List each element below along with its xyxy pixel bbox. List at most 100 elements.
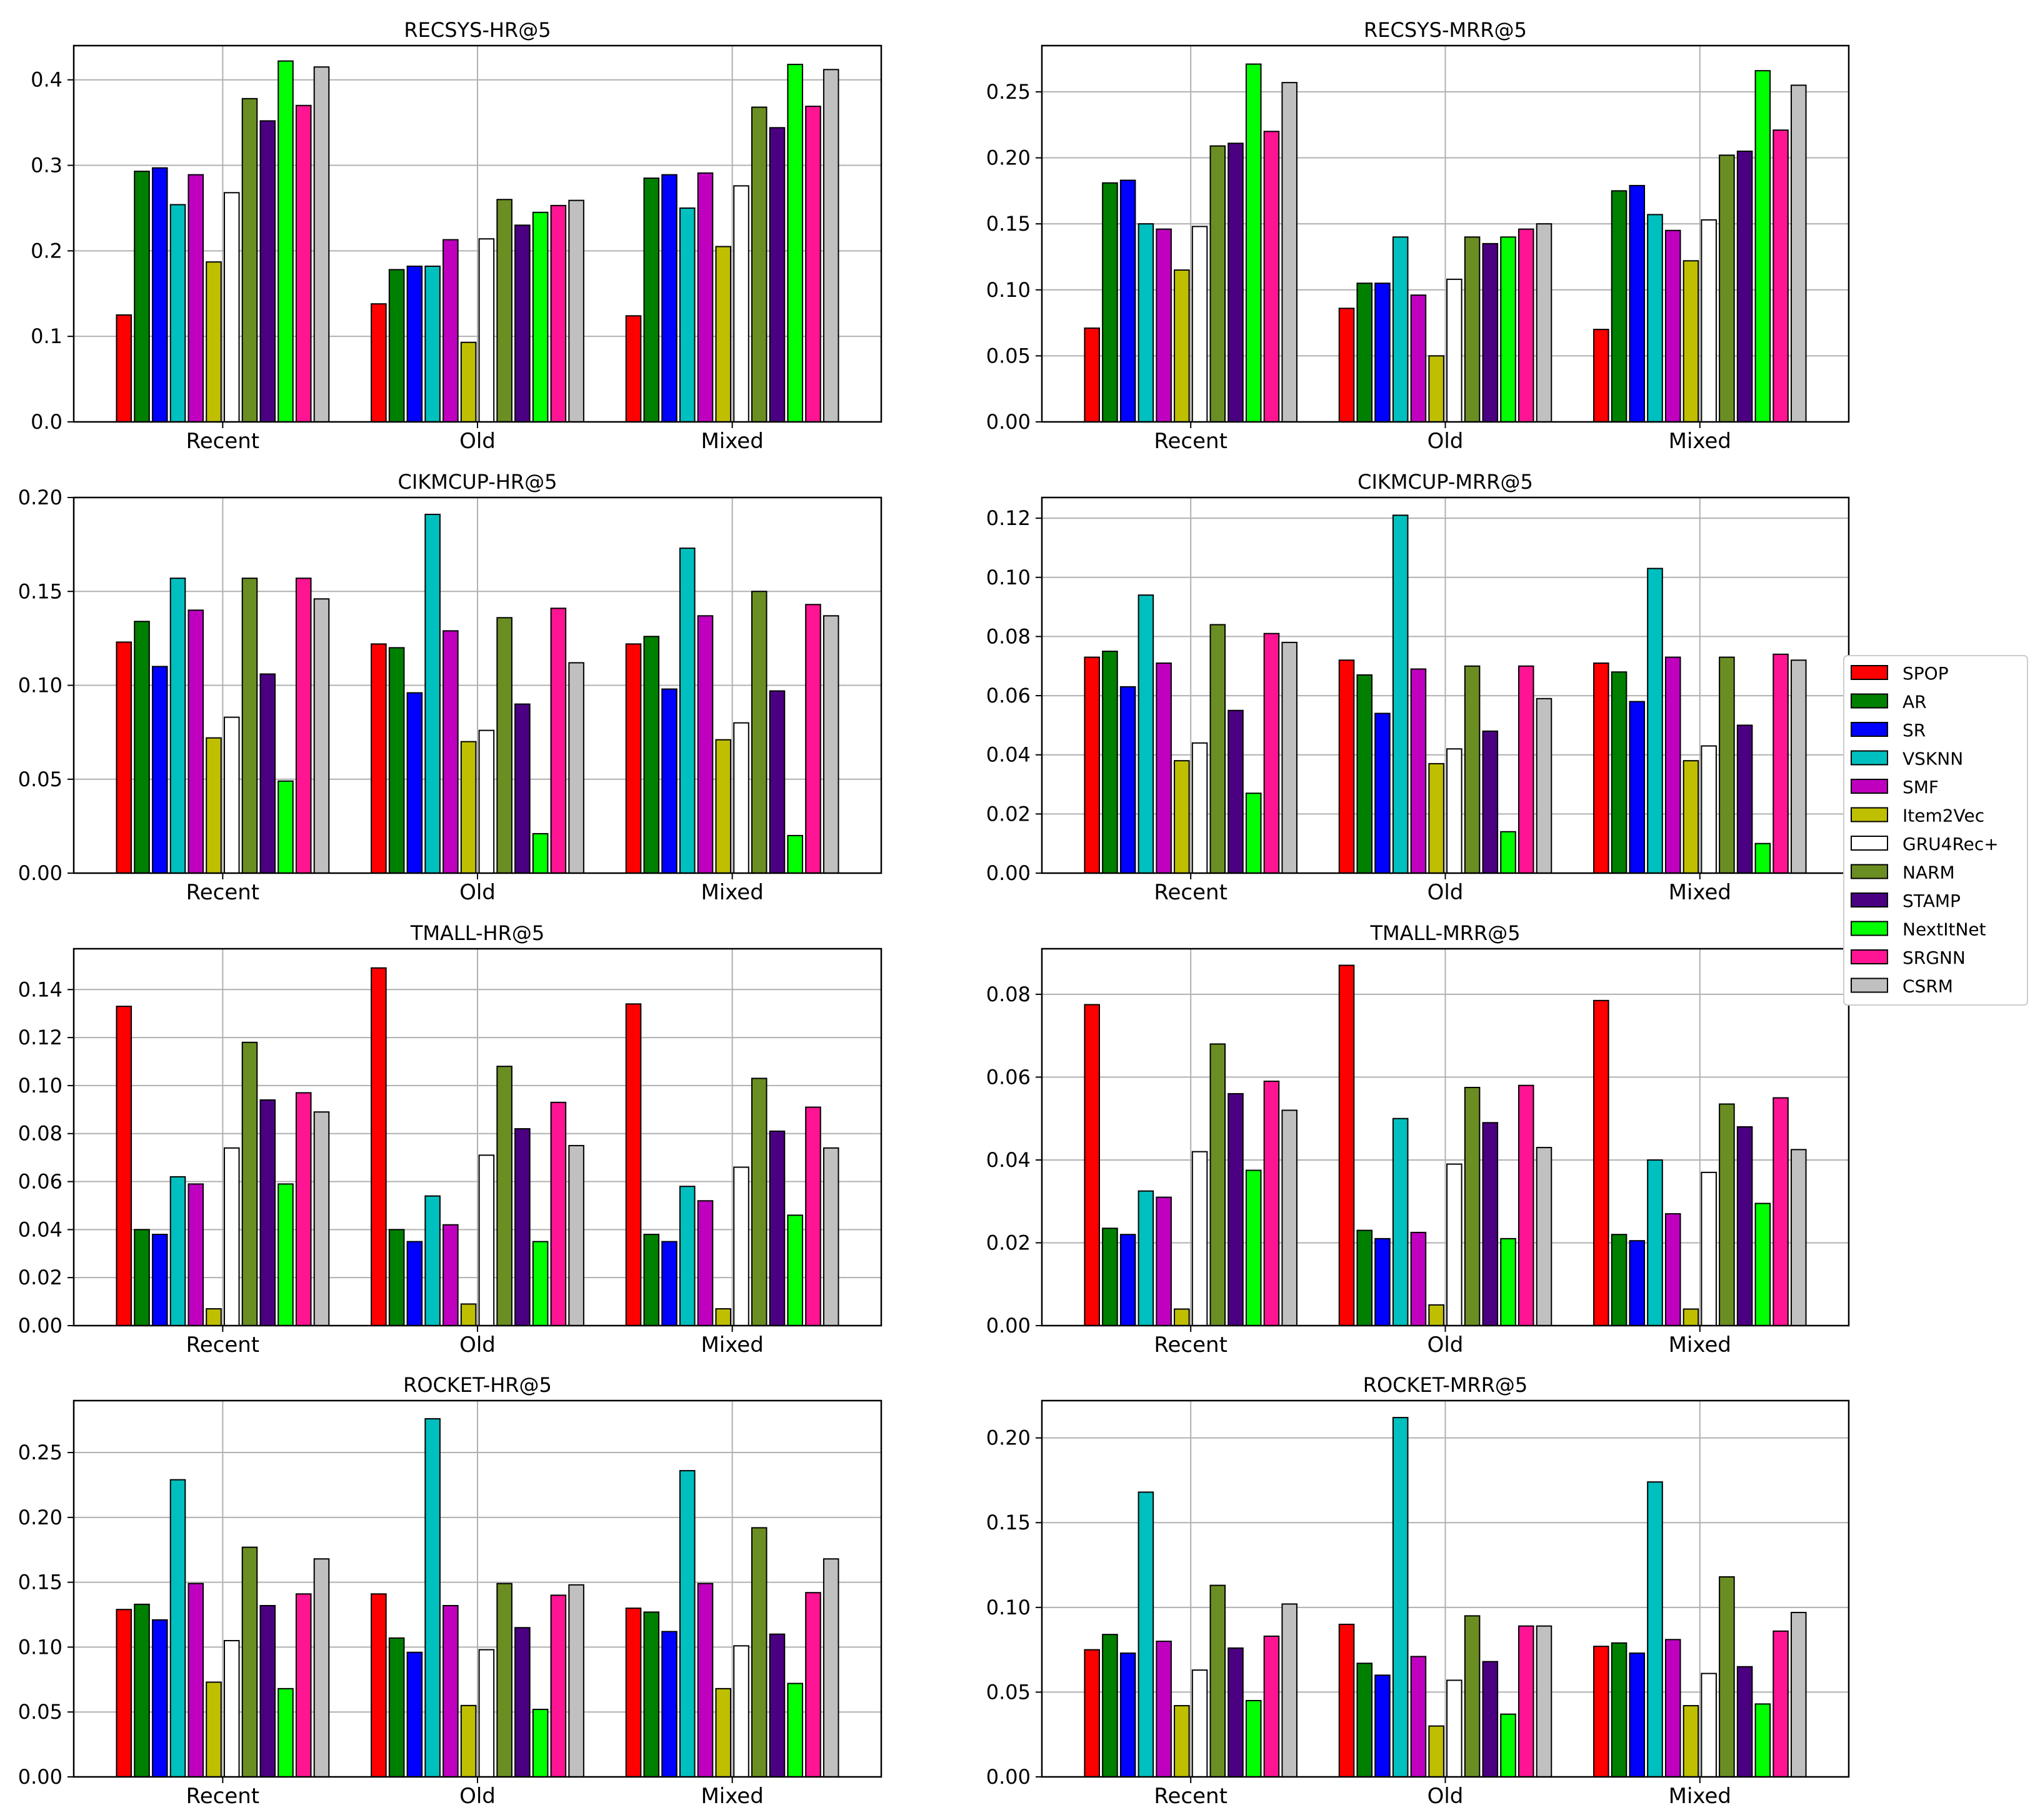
y-tick-label: 0.00 xyxy=(986,1765,1031,1789)
bar-vsknn xyxy=(424,1418,441,1778)
bar-narm xyxy=(1464,1615,1481,1778)
bar-spop xyxy=(1338,308,1355,423)
bar-srgnn xyxy=(295,1593,312,1778)
bar-gru4rec- xyxy=(1446,278,1462,422)
bar-csrm xyxy=(313,1558,330,1778)
bar-gru4rec- xyxy=(478,729,495,874)
bar-item2vec xyxy=(715,739,732,874)
bar-narm xyxy=(1209,624,1226,874)
bar-ar xyxy=(1356,674,1373,874)
bar-item2vec xyxy=(206,1681,222,1778)
bar-spop xyxy=(371,1593,387,1778)
charts-group: RECSYS-HR@5 0.0 0.1 0.2 0.3 0.4 Recent Old Mixed… xyxy=(18,18,1850,1809)
x-tick-label: Old xyxy=(1428,429,1464,454)
bar-ar xyxy=(1102,1228,1118,1327)
legend-label: SR xyxy=(1902,720,1926,741)
bar-ar xyxy=(1102,651,1118,874)
y-tick-label: 0.05 xyxy=(18,768,62,791)
chart-panel: ROCKET-MRR@5 0.00 0.05 0.10 0.15 0.20 Recent Ol… xyxy=(986,1373,1850,1809)
bar-stamp xyxy=(259,1099,276,1326)
bar-ar xyxy=(388,1637,405,1778)
y-tick-label: 0.10 xyxy=(18,1635,62,1659)
bar-stamp xyxy=(1228,709,1244,874)
bar-smf xyxy=(1664,656,1681,874)
chart-panel: RECSYS-MRR@5 0.00 0.05 0.10 0.15 0.20 0.25 Rece… xyxy=(986,18,1850,454)
bar-stamp xyxy=(259,673,276,874)
x-tick-label: Recent xyxy=(1154,1332,1228,1358)
legend-swatch xyxy=(1851,864,1888,879)
legend-label: SRGNN xyxy=(1902,948,1966,968)
bar-csrm xyxy=(1536,223,1552,422)
bar-vsknn xyxy=(424,265,441,422)
bar-csrm xyxy=(313,598,330,874)
x-tick-label: Old xyxy=(459,880,496,905)
bar-nextitnet xyxy=(532,1709,549,1778)
bar-item2vec xyxy=(1174,760,1190,874)
y-tick-label: 0.06 xyxy=(986,1065,1031,1089)
legend-swatch xyxy=(1851,978,1888,993)
bar-stamp xyxy=(1482,1661,1499,1778)
x-tick-label: Old xyxy=(459,1784,496,1809)
bar-smf xyxy=(1410,294,1427,422)
y-tick-label: 0.12 xyxy=(18,1026,62,1049)
bar-srgnn xyxy=(1263,1081,1280,1326)
chart-title: CIKMCUP-HR@5 xyxy=(398,470,558,494)
bar-sr xyxy=(151,1234,168,1326)
bar-item2vec xyxy=(460,741,477,874)
bar-spop xyxy=(625,643,642,874)
chart-panel: CIKMCUP-HR@5 0.00 0.05 0.10 0.15 0.20 Recent Ol… xyxy=(18,470,882,905)
y-tick-label: 0.06 xyxy=(986,684,1031,708)
bar-vsknn xyxy=(1647,568,1663,874)
bar-nextitnet xyxy=(1245,1169,1262,1326)
bar-item2vec xyxy=(715,246,732,422)
x-tick-label: Mixed xyxy=(701,880,763,905)
bar-nextitnet xyxy=(532,211,549,422)
bar-csrm xyxy=(1281,1109,1298,1327)
legend-swatch xyxy=(1851,949,1888,964)
bar-gru4rec- xyxy=(223,1640,240,1778)
bar-stamp xyxy=(514,703,531,874)
bar-srgnn xyxy=(1518,1625,1534,1778)
bar-gru4rec- xyxy=(223,716,240,874)
legend-swatch xyxy=(1851,921,1888,936)
y-tick-label: 0.00 xyxy=(18,861,62,885)
y-tick-label: 0.2 xyxy=(31,239,62,262)
bar-sr xyxy=(406,1651,423,1778)
bar-stamp xyxy=(514,224,531,422)
bar-ar xyxy=(1611,1642,1628,1778)
bar-narm xyxy=(241,98,258,422)
bar-item2vec xyxy=(1682,1705,1699,1778)
bar-sr xyxy=(1629,701,1646,874)
bar-gru4rec- xyxy=(733,722,749,874)
bar-csrm xyxy=(568,1144,584,1326)
bar-nextitnet xyxy=(1500,236,1516,422)
bar-narm xyxy=(1209,145,1226,423)
bar-item2vec xyxy=(1428,355,1444,423)
bar-sr xyxy=(406,265,423,422)
bar-stamp xyxy=(1736,1666,1753,1778)
x-tick-label: Old xyxy=(1428,1784,1464,1809)
bar-vsknn xyxy=(1392,514,1409,874)
chart-panel: RECSYS-HR@5 0.0 0.1 0.2 0.3 0.4 Recent Old Mixed xyxy=(31,18,882,454)
chart-panel: TMALL-MRR@5 0.00 0.02 0.04 0.06 0.08 Recent Old… xyxy=(986,921,1850,1358)
bar-spop xyxy=(625,1608,642,1778)
bar-nextitnet xyxy=(1500,1238,1516,1327)
bar-gru4rec- xyxy=(1446,1163,1462,1326)
bar-srgnn xyxy=(295,578,312,874)
bar-smf xyxy=(442,239,459,422)
bar-spop xyxy=(625,315,642,422)
bar-vsknn xyxy=(169,578,186,874)
y-tick-label: 0.08 xyxy=(18,1122,62,1146)
bar-vsknn xyxy=(424,514,441,874)
bar-sr xyxy=(406,1241,423,1326)
bar-nextitnet xyxy=(278,780,294,874)
bar-srgnn xyxy=(805,106,821,423)
bar-spop xyxy=(116,314,132,422)
bar-srgnn xyxy=(1772,653,1789,874)
y-tick-label: 0.04 xyxy=(18,1218,62,1241)
bar-sr xyxy=(1629,1240,1646,1326)
bar-stamp xyxy=(1228,1092,1244,1327)
y-tick-label: 0.02 xyxy=(986,1231,1031,1254)
y-tick-label: 0.02 xyxy=(986,802,1031,826)
